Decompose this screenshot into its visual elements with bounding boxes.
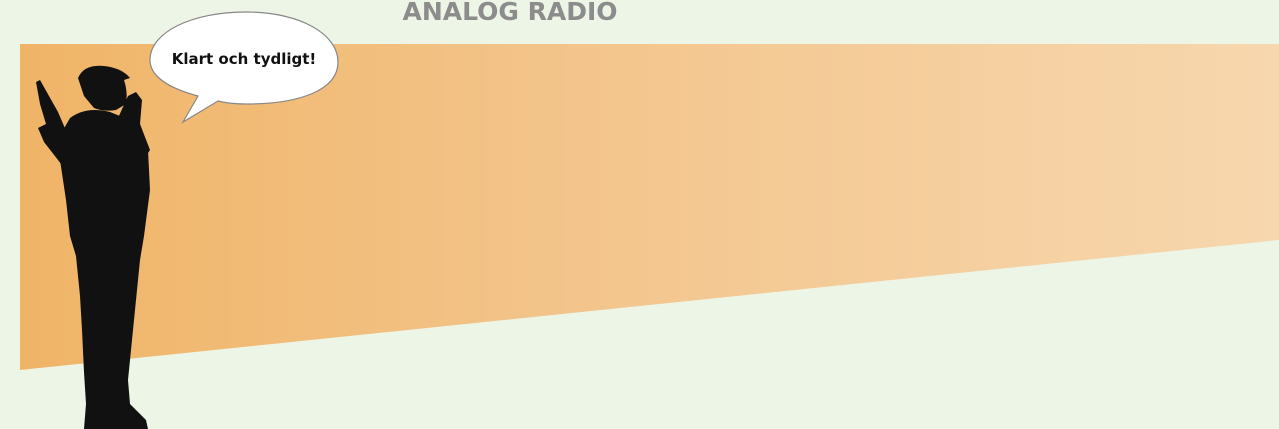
illustration: ANALOG RADIO Klart och tydligt! — [0, 0, 1279, 429]
page: ANALOG RADIO Klart och tydligt! (() => {… — [0, 0, 1279, 429]
speech-bubble-text: Klart och tydligt! — [172, 50, 317, 68]
title: ANALOG RADIO — [402, 0, 617, 26]
